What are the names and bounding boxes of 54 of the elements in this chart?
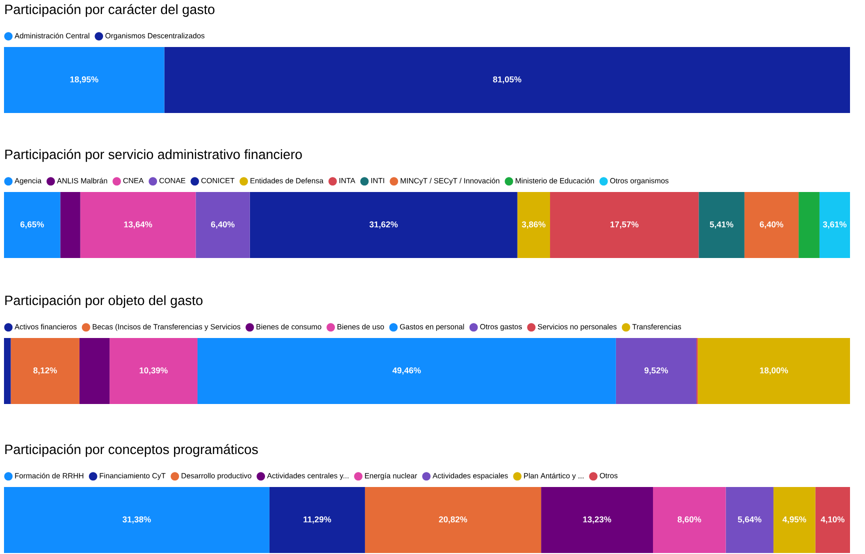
chart-title: Participación por conceptos programáticos xyxy=(5,444,258,457)
data-label: 18,95% xyxy=(70,76,98,84)
bar xyxy=(364,487,542,554)
chart-title: Participación por servicio administrativo financiero xyxy=(5,149,302,162)
bar xyxy=(541,487,653,554)
data-label: 11,29% xyxy=(304,516,332,524)
bar xyxy=(652,487,726,554)
data-label: 5,41% xyxy=(710,221,734,229)
bar xyxy=(79,338,110,404)
bar xyxy=(80,192,196,258)
chart-title: Participación por objeto del gasto xyxy=(5,295,202,308)
bar xyxy=(10,338,80,404)
data-label: 31,62% xyxy=(369,221,398,229)
bar xyxy=(616,338,696,404)
data-label: 6,40% xyxy=(211,221,235,229)
bar xyxy=(744,192,799,258)
bar xyxy=(4,338,11,404)
data-label: 6,40% xyxy=(760,221,784,229)
bar xyxy=(269,487,365,554)
bar xyxy=(726,487,774,554)
data-label: 6,65% xyxy=(20,221,44,229)
data-label: 18,00% xyxy=(760,367,788,375)
data-label: 4,10% xyxy=(820,516,844,524)
bar xyxy=(4,487,270,554)
data-label: 5,64% xyxy=(738,516,762,524)
bar xyxy=(196,192,250,258)
bar xyxy=(798,192,820,258)
bar xyxy=(698,192,744,258)
bar xyxy=(550,192,699,258)
bar xyxy=(60,192,80,258)
data-label: 8,12% xyxy=(33,367,57,375)
bar xyxy=(698,338,850,404)
data-label: 13,64% xyxy=(124,221,152,229)
bar xyxy=(4,192,60,258)
data-label: 13,23% xyxy=(583,516,612,524)
data-label: 8,60% xyxy=(678,516,702,524)
data-label: 10,39% xyxy=(140,367,168,375)
data-label: 31,38% xyxy=(122,516,151,524)
bar xyxy=(110,338,198,404)
data-label: 49,46% xyxy=(392,367,421,375)
data-label: 9,52% xyxy=(644,367,668,375)
data-label: 81,05% xyxy=(493,76,522,84)
data-label: 20,82% xyxy=(438,516,468,524)
data-label: 4,95% xyxy=(782,516,806,524)
data-label: 17,57% xyxy=(610,221,638,229)
data-label: 3,61% xyxy=(822,221,847,229)
bar xyxy=(197,338,616,404)
bar xyxy=(815,487,850,554)
bar xyxy=(773,487,816,554)
bar xyxy=(250,192,518,258)
bar xyxy=(819,192,850,258)
data-label: 3,86% xyxy=(522,221,546,229)
chart-title: Participación por carácter del gasto xyxy=(5,4,214,17)
bar xyxy=(517,192,550,258)
